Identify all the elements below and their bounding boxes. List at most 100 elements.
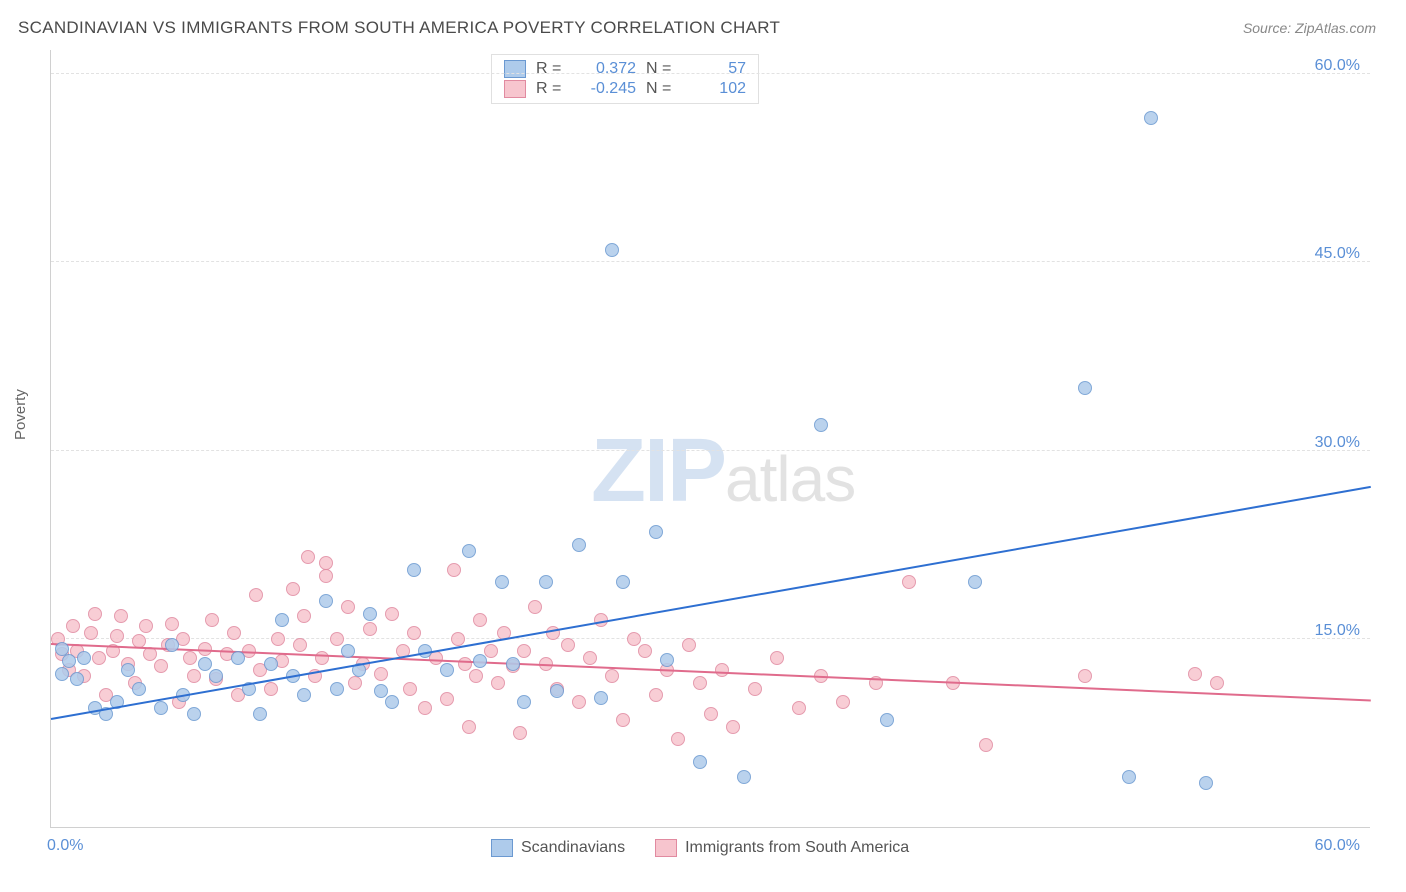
data-point-scandinavian: [517, 695, 531, 709]
data-point-scandinavian: [121, 663, 135, 677]
data-point-immigrants: [66, 619, 80, 633]
data-point-immigrants: [319, 556, 333, 570]
y-tick-label: 45.0%: [1315, 245, 1360, 263]
data-point-immigrants: [407, 626, 421, 640]
data-point-scandinavian: [77, 651, 91, 665]
data-point-scandinavian: [649, 525, 663, 539]
data-point-immigrants: [319, 569, 333, 583]
data-point-immigrants: [165, 617, 179, 631]
legend-item-scandinavian: Scandinavians: [491, 839, 625, 857]
data-point-scandinavian: [737, 770, 751, 784]
data-point-immigrants: [836, 695, 850, 709]
data-point-scandinavian: [209, 669, 223, 683]
data-point-immigrants: [139, 619, 153, 633]
data-point-immigrants: [693, 676, 707, 690]
data-point-scandinavian: [187, 707, 201, 721]
data-point-immigrants: [979, 738, 993, 752]
data-point-immigrants: [1078, 669, 1092, 683]
data-point-scandinavian: [660, 653, 674, 667]
data-point-immigrants: [583, 651, 597, 665]
swatch-immigrants: [504, 80, 526, 98]
watermark: ZIPatlas: [591, 420, 855, 523]
data-point-immigrants: [84, 626, 98, 640]
data-point-scandinavian: [880, 713, 894, 727]
data-point-immigrants: [451, 632, 465, 646]
data-point-immigrants: [440, 692, 454, 706]
data-point-scandinavian: [198, 657, 212, 671]
data-point-immigrants: [264, 682, 278, 696]
source-attribution: Source: ZipAtlas.com: [1243, 20, 1376, 36]
data-point-immigrants: [671, 732, 685, 746]
data-point-immigrants: [792, 701, 806, 715]
gridline: [51, 450, 1370, 451]
data-point-immigrants: [154, 659, 168, 673]
data-point-immigrants: [528, 600, 542, 614]
data-point-scandinavian: [1122, 770, 1136, 784]
data-point-immigrants: [92, 651, 106, 665]
data-point-scandinavian: [1144, 111, 1158, 125]
data-point-scandinavian: [231, 651, 245, 665]
data-point-scandinavian: [132, 682, 146, 696]
data-point-immigrants: [301, 550, 315, 564]
data-point-immigrants: [348, 676, 362, 690]
legend-stats-row-scandinavian: R = 0.372 N = 57: [504, 59, 746, 79]
data-point-immigrants: [447, 563, 461, 577]
chart-header: SCANDINAVIAN VS IMMIGRANTS FROM SOUTH AM…: [0, 0, 1406, 46]
legend-series: Scandinavians Immigrants from South Amer…: [491, 839, 909, 857]
data-point-immigrants: [403, 682, 417, 696]
data-point-scandinavian: [1199, 776, 1213, 790]
data-point-scandinavian: [55, 667, 69, 681]
data-point-immigrants: [286, 582, 300, 596]
data-point-scandinavian: [275, 613, 289, 627]
data-point-scandinavian: [363, 607, 377, 621]
x-tick-max: 60.0%: [1315, 837, 1360, 855]
swatch-scandinavian: [504, 60, 526, 78]
data-point-scandinavian: [539, 575, 553, 589]
y-tick-label: 15.0%: [1315, 622, 1360, 640]
data-point-immigrants: [114, 609, 128, 623]
data-point-immigrants: [572, 695, 586, 709]
data-point-immigrants: [205, 613, 219, 627]
data-point-immigrants: [1210, 676, 1224, 690]
data-point-immigrants: [484, 644, 498, 658]
data-point-immigrants: [341, 600, 355, 614]
chart-title: SCANDINAVIAN VS IMMIGRANTS FROM SOUTH AM…: [18, 18, 780, 38]
data-point-scandinavian: [319, 594, 333, 608]
data-point-immigrants: [1188, 667, 1202, 681]
data-point-immigrants: [363, 622, 377, 636]
data-point-immigrants: [491, 676, 505, 690]
data-point-scandinavian: [165, 638, 179, 652]
data-point-immigrants: [183, 651, 197, 665]
data-point-immigrants: [682, 638, 696, 652]
x-tick-min: 0.0%: [47, 837, 83, 855]
gridline: [51, 73, 1370, 74]
y-tick-label: 30.0%: [1315, 434, 1360, 452]
data-point-scandinavian: [1078, 381, 1092, 395]
data-point-immigrants: [315, 651, 329, 665]
swatch-scandinavian-icon: [491, 839, 513, 857]
chart-area: ZIPatlas R = 0.372 N = 57 R = -0.245 N =…: [50, 50, 1406, 828]
data-point-scandinavian: [594, 691, 608, 705]
data-point-immigrants: [902, 575, 916, 589]
data-point-scandinavian: [154, 701, 168, 715]
scatter-plot: ZIPatlas R = 0.372 N = 57 R = -0.245 N =…: [50, 50, 1370, 828]
data-point-scandinavian: [440, 663, 454, 677]
data-point-scandinavian: [407, 563, 421, 577]
data-point-immigrants: [110, 629, 124, 643]
y-tick-label: 60.0%: [1315, 57, 1360, 75]
data-point-scandinavian: [253, 707, 267, 721]
data-point-immigrants: [385, 607, 399, 621]
data-point-immigrants: [605, 669, 619, 683]
data-point-immigrants: [561, 638, 575, 652]
data-point-scandinavian: [385, 695, 399, 709]
data-point-immigrants: [517, 644, 531, 658]
gridline: [51, 638, 1370, 639]
data-point-scandinavian: [550, 684, 564, 698]
data-point-scandinavian: [616, 575, 630, 589]
legend-stats: R = 0.372 N = 57 R = -0.245 N = 102: [491, 54, 759, 104]
data-point-immigrants: [715, 663, 729, 677]
data-point-immigrants: [649, 688, 663, 702]
data-point-scandinavian: [473, 654, 487, 668]
data-point-immigrants: [271, 632, 285, 646]
data-point-scandinavian: [506, 657, 520, 671]
